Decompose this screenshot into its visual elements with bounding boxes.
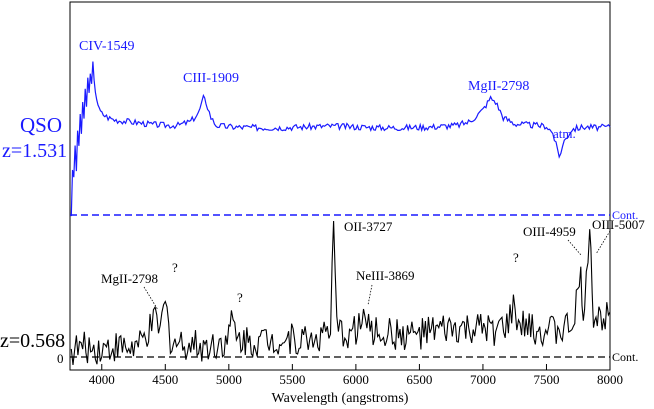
x-tick-label-4500: 4500 — [152, 372, 178, 387]
qso-spectrum-line — [70, 61, 611, 217]
neiii-pointer — [367, 284, 373, 306]
galaxy-line-label-q3: ? — [513, 250, 519, 265]
oiii-5007-pointer — [595, 230, 611, 255]
zero-level-label: 0 — [57, 351, 64, 366]
mgii-pointer — [143, 286, 159, 311]
galaxy-line-label-oii: OII-3727 — [344, 219, 393, 234]
galaxy-line-label-oiii-4959: OIII-4959 — [523, 224, 576, 239]
galaxy-line-label-neiii: NeIII-3869 — [356, 268, 414, 283]
galaxy-line-label-mgii: MgII-2798 — [101, 271, 158, 286]
galaxy-line-label-q2: ? — [237, 290, 243, 305]
qso-series: Cont. QSO z=1.531 CIV-1549 CIII-1909 MgI… — [2, 39, 638, 222]
qso-line-label-ciii: CIII-1909 — [183, 71, 239, 86]
qso-name-label: QSO — [20, 113, 62, 137]
qso-continuum-label: Cont. — [612, 208, 638, 222]
galaxy-redshift-label: z=0.568 — [0, 330, 65, 352]
x-tick-label-4000: 4000 — [89, 372, 115, 387]
x-tick-label-7000: 7000 — [470, 372, 496, 387]
qso-line-label-atm: atm. — [553, 126, 576, 141]
x-tick-label-8000: 8000 — [597, 372, 623, 387]
x-tick-label-7500: 7500 — [533, 372, 559, 387]
x-axis: 4000 4500 5000 5500 6000 6500 7000 7500 8000 — [89, 364, 623, 387]
qso-redshift-label: z=1.531 — [2, 140, 67, 162]
galaxy-series: Cont. z=0.568 0 MgII-2798 ? ? OII-3727 N… — [0, 217, 645, 366]
oiii-4959-pointer — [567, 239, 582, 256]
x-tick-label-6500: 6500 — [406, 372, 432, 387]
x-tick-label-6000: 6000 — [343, 372, 369, 387]
qso-line-label-civ: CIV-1549 — [79, 39, 135, 54]
plot-frame — [69, 1, 611, 371]
qso-line-label-mgii: MgII-2798 — [468, 79, 529, 94]
galaxy-spectrum-line — [70, 220, 611, 366]
x-tick-label-5000: 5000 — [216, 372, 242, 387]
x-tick-label-5500: 5500 — [279, 372, 305, 387]
galaxy-continuum-label: Cont. — [612, 350, 638, 364]
galaxy-line-label-q1: ? — [172, 260, 178, 275]
x-axis-label: Wavelength (angstroms) — [272, 391, 409, 406]
galaxy-line-label-oiii-5007: OIII-5007 — [592, 217, 645, 232]
